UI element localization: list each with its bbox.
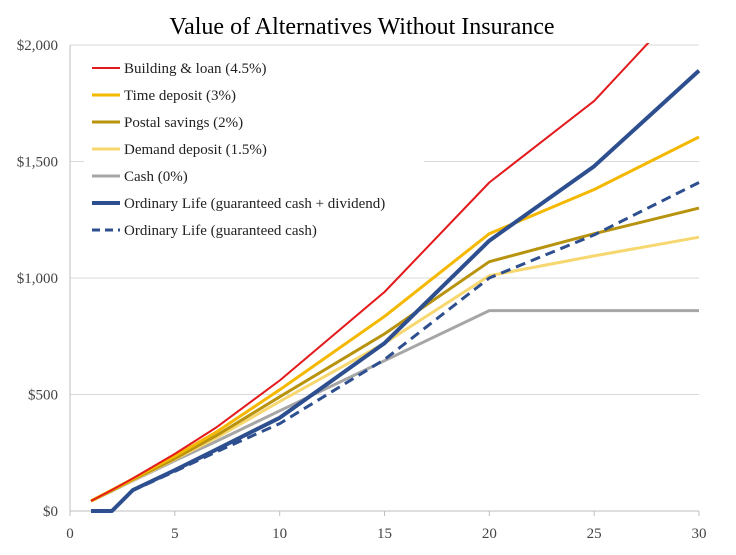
x-tick-label: 15 [377, 526, 392, 542]
legend-entry: Ordinary Life (guaranteed cash) [124, 223, 317, 239]
x-tick-label: 20 [482, 526, 497, 542]
y-tick-label: $1,500 [17, 155, 58, 171]
x-tick-label: 25 [587, 526, 602, 542]
x-tick-label: 5 [171, 526, 179, 542]
axes: $0 $500 $1,000 $1,500 $2,000 0 5 10 15 20 25 30 [17, 38, 707, 542]
series-line-3 [90, 235, 700, 503]
y-tick-label: $500 [28, 388, 58, 404]
legend-background [84, 54, 424, 246]
y-tick-label: $1,000 [17, 271, 58, 287]
series-line-5 [91, 69, 701, 513]
legend: Building & loan (4.5%) Time deposit (3%) P… [84, 54, 424, 246]
y-tick-label: $2,000 [17, 38, 58, 54]
legend-entry: Demand deposit (1.5%) [124, 142, 267, 158]
x-tick-label: 0 [66, 526, 74, 542]
x-tick-label: 10 [272, 526, 287, 542]
series-line-0 [90, 43, 650, 502]
series-line-4 [90, 309, 699, 503]
series-lines [90, 43, 701, 513]
chart-title: Value of Alternatives Without Insurance [169, 14, 554, 40]
legend-entry: Building & loan (4.5%) [124, 61, 267, 77]
legend-entry: Time deposit (3%) [124, 88, 236, 104]
legend-entry: Ordinary Life (guaranteed cash + dividen… [124, 196, 385, 212]
legend-entry: Postal savings (2%) [124, 115, 243, 131]
x-tick-label: 30 [692, 526, 707, 542]
y-tick-label: $0 [43, 504, 58, 520]
legend-entry: Cash (0%) [124, 169, 188, 185]
